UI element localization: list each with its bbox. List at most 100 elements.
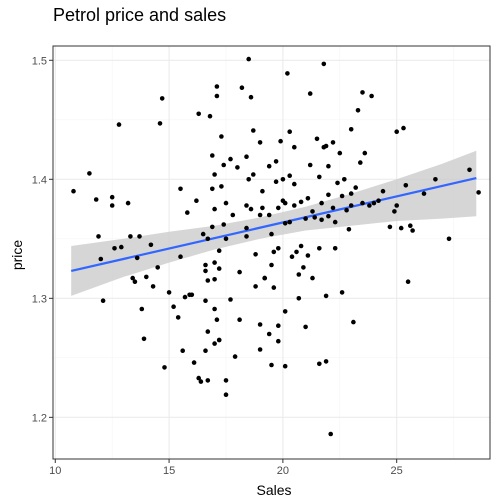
data-point [214,84,220,89]
data-point [212,306,217,312]
data-point [210,153,215,158]
data-point [257,347,263,352]
data-point [328,431,334,437]
y-tick-label: 1.3 [32,293,47,305]
data-point [205,236,211,242]
data-point [298,199,304,205]
data-point [330,205,336,211]
data-point [269,262,274,268]
data-point [134,255,140,261]
data-point [228,297,233,302]
y-tick-label: 1.5 [32,55,47,67]
data-point [194,198,199,203]
data-point [162,365,167,370]
data-point [403,183,409,188]
data-point [401,125,406,131]
data-point [248,94,254,100]
data-point [205,378,211,383]
data-point [235,165,240,170]
data-point [244,225,249,231]
data-point [278,138,283,144]
data-point [280,177,286,182]
data-point [294,249,299,255]
data-point [276,323,281,329]
data-point [239,85,245,90]
data-point [360,200,365,206]
data-point [178,254,183,259]
data-point [408,223,413,228]
data-point [219,134,224,139]
data-point [221,162,226,168]
data-point [330,140,336,145]
data-point [175,315,181,320]
data-point [342,177,347,182]
data-point [303,324,308,330]
data-point [319,217,324,223]
data-point [210,224,215,230]
data-points [71,56,481,437]
data-point [296,296,302,301]
data-point [392,209,397,214]
confidence-band-area [71,150,477,296]
data-point [303,216,308,221]
data-point [282,309,288,314]
data-point [421,191,427,196]
data-point [232,354,238,359]
data-point [178,186,183,192]
data-point [317,361,322,367]
data-point [130,275,135,281]
data-point [214,317,220,323]
data-point [116,122,122,127]
data-point [446,236,452,242]
data-point [339,193,345,199]
data-point [228,156,233,162]
data-point [223,392,229,398]
data-point [141,336,147,342]
data-point [100,298,106,304]
data-point [282,200,288,206]
data-point [203,298,208,304]
data-point [323,143,329,149]
data-point [326,192,331,198]
data-point [257,322,263,327]
data-point [196,375,201,381]
panel-frame [52,45,491,460]
data-point [244,203,249,208]
data-point [307,162,313,168]
data-point [323,293,329,299]
data-point [212,206,217,212]
data-point [269,231,274,237]
data-point [257,140,263,145]
y-tick-label: 1.4 [32,174,47,186]
data-point [369,93,374,99]
data-point [96,234,101,239]
data-point [223,378,229,383]
data-point [251,128,256,133]
x-axis-title: Sales [256,482,291,498]
data-point [166,290,172,295]
data-point [321,61,327,67]
data-point [301,265,306,270]
data-point [203,268,208,274]
data-point [253,252,258,257]
data-point [132,279,138,285]
data-point [182,294,188,300]
data-point [344,207,349,213]
data-point [198,379,204,384]
data-point [287,173,293,178]
data-point [337,150,343,156]
data-point [317,174,322,180]
chart-title: Petrol price and sales [53,5,227,25]
data-point [332,246,338,251]
data-point [125,200,131,206]
data-point [317,246,322,251]
data-point [200,231,206,237]
data-point [155,265,160,270]
data-point [387,224,393,230]
data-point [319,200,324,206]
data-point [212,260,217,265]
y-tick-label: 1.2 [32,412,47,424]
panel-border [52,45,491,460]
data-point [287,129,293,134]
data-point [189,292,195,298]
